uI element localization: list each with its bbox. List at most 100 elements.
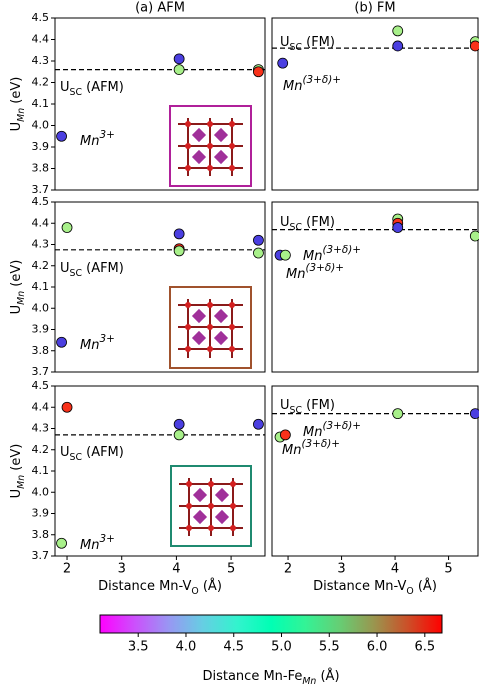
annotation-sup: 3+ [99, 333, 114, 345]
reference-label-main: U [280, 35, 290, 50]
colorbar-tick-label: 6.0 [367, 640, 388, 655]
x-tick-label: 5 [227, 562, 235, 577]
annotation-main: Mn [283, 79, 302, 94]
y-tick-label: 4.4 [32, 33, 50, 46]
annotation: Mn(3+δ)+ [283, 74, 341, 94]
annotation-sup: (3+δ)+ [301, 438, 340, 450]
y-tick-label: 3.7 [32, 549, 50, 562]
y-tick-label: 4.5 [32, 195, 50, 208]
y-axis-label-main: U [9, 305, 24, 315]
annotation-sup: (3+δ)+ [322, 244, 361, 256]
annotation-main: Mn [286, 267, 305, 282]
data-point [253, 67, 263, 77]
inset-atom [207, 324, 213, 330]
reference-label-rest: (FM) [302, 398, 335, 413]
y-axis-label: UMn (eV) [9, 260, 28, 315]
inset-atom [229, 324, 235, 330]
y-tick-label: 4.1 [32, 97, 50, 110]
y-axis-label-rest: (eV) [9, 444, 24, 475]
reference-label: USC (AFM) [60, 80, 124, 99]
x-tick-label: 4 [391, 562, 399, 577]
reference-label-sub: SC [70, 268, 83, 279]
annotation: Mn(3+δ)+ [303, 244, 361, 264]
inset-atom [207, 302, 213, 308]
annotation-sup: 3+ [99, 129, 114, 141]
annotation-sup: 3+ [99, 533, 114, 545]
y-tick-label: 4.3 [32, 422, 50, 435]
y-tick-label: 4.3 [32, 238, 50, 251]
inset-atom [208, 481, 214, 487]
y-tick-label: 4.1 [32, 464, 50, 477]
annotation: Mn3+ [80, 533, 115, 553]
data-point [470, 231, 479, 241]
x-axis-label-main: Distance Mn-V [98, 579, 191, 594]
inset-atom [230, 481, 236, 487]
data-point [57, 337, 67, 347]
colorbar-label-sub: Mn [302, 676, 316, 687]
reference-label-main: U [280, 215, 290, 230]
figure: (a) AFM3.73.83.94.04.14.24.34.44.5UMn (e… [0, 0, 479, 697]
annotation-sup: (3+δ)+ [322, 420, 361, 432]
x-axis-label-sub: O [191, 586, 198, 597]
y-axis-label-sub: Mn [16, 291, 27, 305]
x-axis-label-rest: (Å) [414, 578, 437, 594]
data-point [280, 430, 290, 440]
inset-atom [207, 121, 213, 127]
x-axis-label-sub: O [406, 586, 413, 597]
y-tick-label: 3.9 [32, 140, 50, 153]
colorbar-tick-label: 3.5 [128, 640, 149, 655]
reference-label: USC (AFM) [60, 261, 124, 280]
inset-atom [185, 121, 191, 127]
reference-label-main: U [60, 261, 70, 276]
annotation-main: Mn [80, 338, 99, 353]
inset-atom [230, 525, 236, 531]
inset-atom [185, 143, 191, 149]
x-tick-label: 5 [444, 562, 452, 577]
y-tick-label: 4.0 [32, 485, 50, 498]
data-point [253, 248, 263, 258]
inset-atom [208, 503, 214, 509]
reference-label-rest: (FM) [302, 35, 335, 50]
y-tick-label: 4.5 [32, 379, 50, 392]
x-tick-label: 4 [172, 562, 180, 577]
colorbar-label-rest: (Å) [316, 668, 339, 684]
reference-label-main: U [60, 80, 70, 95]
data-point [253, 235, 263, 245]
inset-atom [185, 302, 191, 308]
data-point [174, 65, 184, 75]
inset-atom [229, 165, 235, 171]
data-point [62, 402, 72, 412]
inset-atom [207, 346, 213, 352]
inset-atom [185, 346, 191, 352]
data-point [174, 54, 184, 64]
inset-atom [185, 165, 191, 171]
inset-atom [208, 525, 214, 531]
inset-atom [207, 143, 213, 149]
annotation-sup: (3+δ)+ [305, 262, 344, 274]
reference-label-rest: (FM) [302, 215, 335, 230]
data-point [253, 419, 263, 429]
data-point [174, 246, 184, 256]
reference-label-rest: (AFM) [82, 261, 124, 276]
inset-atom [230, 503, 236, 509]
y-tick-label: 4.2 [32, 76, 50, 89]
annotation: Mn(3+δ)+ [282, 438, 340, 458]
x-tick-label: 3 [337, 562, 345, 577]
y-tick-label: 4.0 [32, 301, 50, 314]
data-point [393, 409, 403, 419]
reference-label-sub: SC [290, 222, 303, 233]
annotation-sup: (3+δ)+ [302, 74, 341, 86]
x-tick-label: 2 [63, 562, 71, 577]
colorbar-tick-label: 4.0 [176, 640, 197, 655]
y-tick-label: 3.8 [32, 344, 50, 357]
colorbar-tick-label: 5.0 [271, 640, 292, 655]
x-axis-label-rest: (Å) [199, 578, 222, 594]
y-axis-label-sub: Mn [16, 475, 27, 489]
data-point [62, 223, 72, 233]
data-point [57, 131, 67, 141]
reference-label-rest: (AFM) [82, 445, 124, 460]
reference-label-sub: SC [70, 87, 83, 98]
x-tick-label: 2 [284, 562, 292, 577]
y-tick-label: 4.3 [32, 54, 50, 67]
y-axis-label: UMn (eV) [9, 77, 28, 132]
